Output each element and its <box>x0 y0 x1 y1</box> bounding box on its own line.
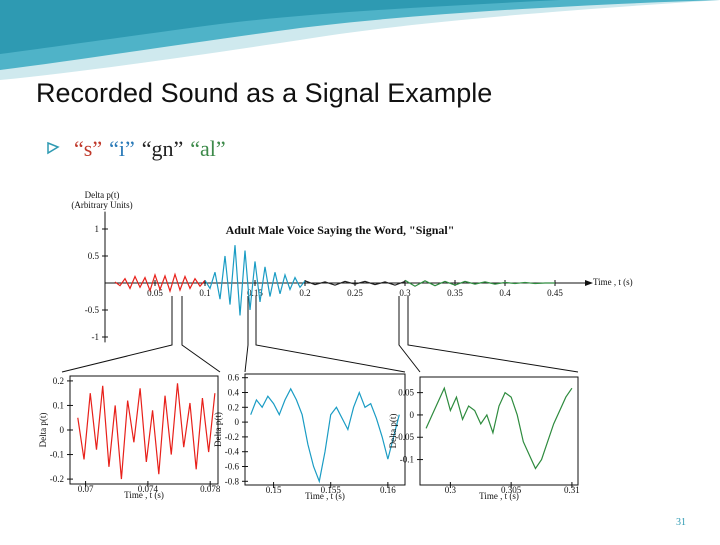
x-tick-label: 0.16 <box>380 485 396 495</box>
x-tick-label: 0.3 <box>445 485 457 495</box>
chart: Delta p(t) Time , t (s) 0.15 0.155 0.16 0.6 0.… <box>213 373 406 501</box>
x-tick-label: 0.074 <box>138 484 159 494</box>
y-tick-label: -0.2 <box>50 474 64 484</box>
chart-title: Adult Male Voice Saying the Word, "Signa… <box>226 223 455 237</box>
chart: Delta p(t) Time , t (s) 0.07 0.074 0.078 0.2 0… <box>38 375 221 500</box>
bullet-text: “s” “i” “gn” “al” <box>74 136 226 161</box>
plot-frame <box>419 376 579 486</box>
plot-frame <box>244 373 406 486</box>
x-tick-label: 0.305 <box>501 485 522 495</box>
y-axis-label: Delta p(t) <box>38 413 48 448</box>
y-tick-label: 0.5 <box>88 251 100 261</box>
page-number: 31 <box>676 517 686 528</box>
charts: Adult Male Voice Saying the Word, "Signa… <box>38 190 633 501</box>
x-axis-label: Time , t (s) <box>479 491 519 501</box>
bullet-word: “al” <box>190 136 225 161</box>
bullet-word: “gn” <box>142 136 184 161</box>
figure <box>55 188 641 500</box>
x-axis-arrow <box>585 280 593 286</box>
slide-title: Recorded Sound as a Signal Example <box>36 78 492 108</box>
x-tick-label: 0.07 <box>78 484 94 494</box>
x-tick-label: 0.05 <box>147 288 163 298</box>
signal-line <box>250 387 400 484</box>
x-tick-label: 0.4 <box>499 288 511 298</box>
bullet-word: “i” <box>109 136 135 161</box>
x-tick-label: 0.31 <box>564 485 580 495</box>
x-tick-label: 0.25 <box>347 288 363 298</box>
y-tick-label: -0.6 <box>225 462 240 472</box>
x-tick-label: 0.45 <box>547 288 563 298</box>
x-tick-label: 0.1 <box>199 288 210 298</box>
signal-line <box>204 245 306 316</box>
zoom-connectors <box>61 296 579 373</box>
x-axis-label: Time , t (s) <box>124 490 164 500</box>
y-tick-label: 0.6 <box>228 373 240 383</box>
x-tick-label: 0.078 <box>200 484 221 494</box>
y-tick-label: 0.4 <box>228 388 240 398</box>
x-tick-label: 0.35 <box>447 288 463 298</box>
y-tick-label: 0 <box>60 425 65 435</box>
signal-line <box>404 279 555 287</box>
signal-line <box>304 280 406 286</box>
y-tick-label: -1 <box>92 332 100 342</box>
signal-line <box>114 272 206 294</box>
x-tick-label: 0.3 <box>399 288 411 298</box>
x-tick-label: 0.2 <box>299 288 310 298</box>
y-axis-label: (Arbitrary Units) <box>71 200 132 210</box>
y-tick-label: 0 <box>410 410 415 420</box>
y-tick-label: -0.8 <box>225 476 240 486</box>
signal-line <box>77 383 216 480</box>
y-tick-label: 0.05 <box>398 388 414 398</box>
chart: Adult Male Voice Saying the Word, "Signa… <box>71 190 633 343</box>
y-tick-label: -0.4 <box>225 447 240 457</box>
x-tick-label: 0.15 <box>266 485 282 495</box>
bullet-icon <box>47 141 60 155</box>
x-tick-label: 0.155 <box>321 485 342 495</box>
x-axis-label: Time , t (s) <box>593 277 633 287</box>
x-tick-label: 0.15 <box>247 288 263 298</box>
y-axis-label: Delta p(t) <box>85 190 120 200</box>
y-tick-label: 0 <box>235 417 240 427</box>
y-tick-label: -0.05 <box>395 432 414 442</box>
bullet-word: “s” <box>74 136 102 161</box>
y-tick-label: 0.2 <box>228 402 239 412</box>
y-tick-label: -0.1 <box>50 450 64 460</box>
y-tick-label: -0.5 <box>85 305 100 315</box>
chart: Delta p(t) Time , t (s) 0.3 0.305 0.31 0.05 0 -… <box>388 376 580 501</box>
y-axis-label: Delta p(t) <box>388 414 398 449</box>
y-tick-label: 0.2 <box>53 376 64 386</box>
y-tick-label: 1 <box>95 224 100 234</box>
bullet-line: “s” “i” “gn” “al” <box>74 136 226 161</box>
y-tick-label: -0.2 <box>225 432 239 442</box>
signal-line <box>425 386 573 470</box>
y-tick-label: -0.1 <box>400 455 414 465</box>
y-axis-label: Delta p(t) <box>213 412 223 447</box>
header-wave-front <box>0 0 560 54</box>
y-tick-label: 0.1 <box>53 400 64 410</box>
x-axis-label: Time , t (s) <box>305 491 345 501</box>
